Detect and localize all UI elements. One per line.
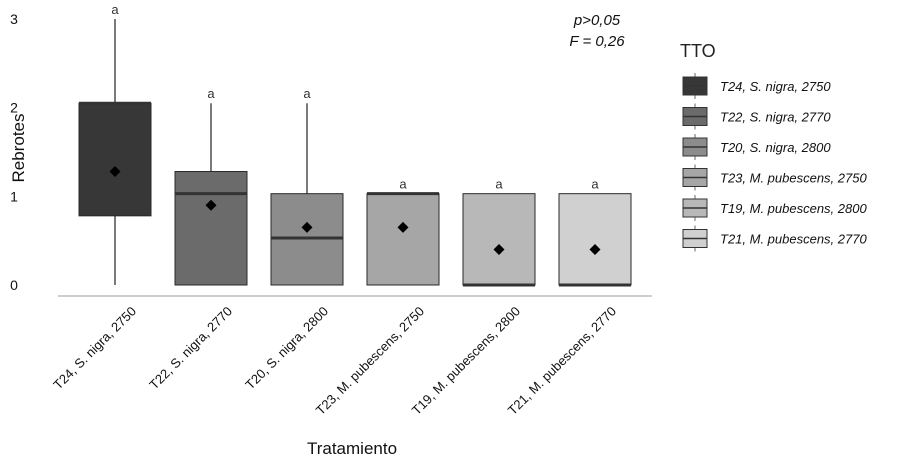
legend-label: T19, M. pubescens, 2800 bbox=[720, 201, 867, 216]
x-tick-label: T21, M. pubescens, 2770 bbox=[505, 304, 619, 418]
legend-item-6: T21, M. pubescens, 2770 bbox=[682, 225, 867, 252]
legend-item-1: T24, S. nigra, 2750 bbox=[682, 73, 831, 99]
significance-letter: a bbox=[207, 86, 215, 101]
legend-item-5: T19, M. pubescens, 2800 bbox=[682, 195, 867, 221]
x-tick-label: T22, S. nigra, 2770 bbox=[146, 304, 235, 393]
legend-title: TTO bbox=[680, 41, 716, 61]
mean-marker bbox=[109, 166, 121, 178]
significance-letter: a bbox=[303, 86, 311, 101]
legend-label: T23, M. pubescens, 2750 bbox=[720, 171, 867, 186]
x-tick-label: T20, S. nigra, 2800 bbox=[242, 304, 331, 393]
y-axis-ticks: 0 1 2 3 bbox=[10, 11, 18, 293]
p-value-annotation: p>0,05 bbox=[573, 12, 621, 29]
y-tick-label: 2 bbox=[10, 100, 18, 116]
box-4: a bbox=[366, 177, 440, 286]
boxes-group: a a a a a a bbox=[78, 2, 632, 287]
x-tick-label: T24, S. nigra, 2750 bbox=[50, 304, 139, 393]
box-2: a bbox=[174, 86, 248, 286]
legend-item-2: T22, S. nigra, 2770 bbox=[682, 103, 831, 130]
legend-label: T22, S. nigra, 2770 bbox=[720, 110, 831, 125]
legend-label: T20, S. nigra, 2800 bbox=[720, 140, 831, 155]
f-value-annotation: F = 0,26 bbox=[569, 33, 625, 50]
legend: TTO T24, S. nigra, 2750 T22, S. nigra, 27… bbox=[680, 41, 867, 252]
mean-marker bbox=[493, 244, 505, 256]
box-body bbox=[366, 193, 440, 286]
x-tick-label: T19, M. pubescens, 2800 bbox=[409, 304, 523, 418]
legend-label: T21, M. pubescens, 2770 bbox=[720, 232, 867, 247]
box-6: a bbox=[558, 177, 632, 287]
box-body bbox=[174, 171, 248, 286]
box-3: a bbox=[270, 86, 344, 286]
box-1: a bbox=[78, 2, 152, 285]
y-axis-label: Rebrotes bbox=[9, 114, 28, 183]
y-tick-label: 3 bbox=[10, 11, 18, 27]
box-5: a bbox=[462, 177, 536, 287]
legend-label: T24, S. nigra, 2750 bbox=[720, 79, 831, 94]
significance-letter: a bbox=[591, 177, 599, 192]
significance-letter: a bbox=[495, 177, 503, 192]
y-tick-label: 1 bbox=[10, 188, 18, 204]
legend-item-3: T20, S. nigra, 2800 bbox=[682, 134, 831, 160]
box-body bbox=[558, 193, 632, 286]
box-body bbox=[462, 193, 536, 286]
box-body bbox=[78, 102, 152, 217]
mean-marker bbox=[589, 244, 601, 256]
mean-marker bbox=[205, 199, 217, 211]
x-tick-label: T23, M. pubescens, 2750 bbox=[313, 304, 427, 418]
x-axis-label: Tratamiento bbox=[307, 439, 397, 458]
x-axis-ticks: T24, S. nigra, 2750 T22, S. nigra, 2770 T2… bbox=[50, 304, 619, 418]
mean-marker bbox=[397, 221, 409, 233]
y-tick-label: 0 bbox=[10, 277, 18, 293]
significance-letter: a bbox=[399, 177, 407, 192]
legend-item-4: T23, M. pubescens, 2750 bbox=[682, 164, 867, 191]
significance-letter: a bbox=[111, 2, 119, 17]
mean-marker bbox=[301, 221, 313, 233]
